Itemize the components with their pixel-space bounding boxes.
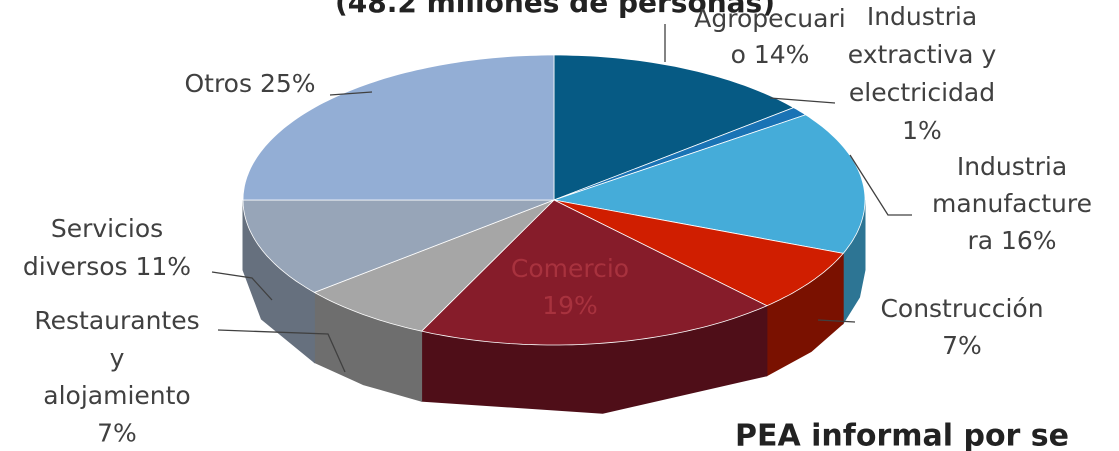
slice bbox=[242, 199, 555, 293]
data-label: 7% bbox=[942, 331, 982, 360]
leader-line bbox=[849, 154, 912, 216]
data-label: ra 16% bbox=[967, 226, 1056, 255]
data-label: Servicios bbox=[51, 214, 163, 243]
slice bbox=[313, 199, 555, 332]
data-label: alojamiento bbox=[43, 381, 190, 410]
data-label: Otros 25% bbox=[184, 69, 315, 98]
leader-line bbox=[329, 91, 373, 96]
data-label: extractiva y bbox=[848, 40, 997, 69]
data-label: electricidad bbox=[849, 78, 995, 107]
data-label: o 14% bbox=[731, 40, 810, 69]
leader-line bbox=[769, 97, 836, 104]
data-label: Restaurantes bbox=[34, 306, 199, 335]
chart-title: (48.2 millones de personas) bbox=[335, 0, 775, 19]
slice bbox=[553, 199, 844, 307]
footer-title: PEA informal por se bbox=[735, 419, 1069, 451]
data-label: 19% bbox=[542, 291, 598, 320]
slice bbox=[552, 114, 866, 254]
data-label: y bbox=[110, 344, 125, 373]
data-label: Industria bbox=[867, 2, 977, 31]
slice bbox=[242, 54, 555, 201]
data-label: 1% bbox=[902, 116, 942, 145]
data-label: Agropecuari bbox=[694, 4, 845, 33]
slice bbox=[553, 54, 795, 201]
data-label: Comercio bbox=[511, 254, 629, 283]
slices bbox=[242, 54, 866, 414]
data-label: Construcción bbox=[880, 294, 1043, 323]
leader-line bbox=[217, 329, 346, 373]
data-label: diversos 11% bbox=[23, 252, 191, 281]
data-label: manufacture bbox=[932, 189, 1092, 218]
leader-line bbox=[211, 271, 273, 301]
leader-line bbox=[817, 319, 856, 323]
data-label: Industria bbox=[957, 152, 1067, 181]
data-label: 7% bbox=[97, 419, 137, 448]
slice bbox=[420, 199, 768, 346]
